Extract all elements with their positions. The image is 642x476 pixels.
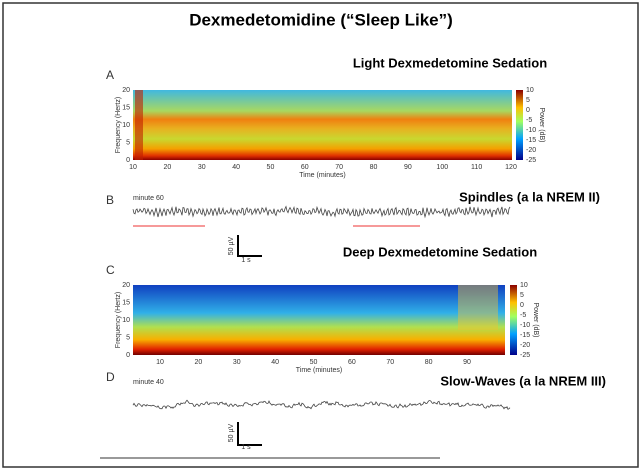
colorbar-tick: -15 (526, 137, 536, 144)
x-tick-label: 60 (348, 359, 356, 366)
colorbar-tick: 10 (520, 282, 528, 289)
x-tick-label: 20 (194, 359, 202, 366)
x-tick-label: 50 (310, 359, 318, 366)
spectrogram-c (133, 285, 505, 355)
colorbar-tick: 0 (520, 302, 524, 309)
x-axis-label: Time (minutes) (299, 172, 345, 179)
panel-heading: Slow-Waves (a la NREM III) (440, 373, 606, 388)
colorbar-tick: -15 (520, 332, 530, 339)
colorbar-label: Power (dB) (532, 302, 539, 337)
panel-label: A (106, 68, 114, 82)
trace-note: minute 40 (133, 379, 164, 386)
panel-heading: Light Dexmedetomine Sedation (353, 55, 547, 70)
panel-label: B (106, 193, 114, 207)
y-tick-label: 5 (126, 139, 130, 146)
scale-y-label: 50 µV (228, 423, 235, 442)
colorbar-a (516, 90, 523, 160)
colorbar-tick: 5 (526, 97, 530, 104)
panel-label: D (106, 370, 115, 384)
y-tick-label: 10 (122, 317, 130, 324)
x-tick-label: 10 (129, 164, 137, 171)
y-axis-label: Frequency (Hertz) (115, 292, 122, 348)
x-tick-label: 70 (335, 164, 343, 171)
scale-x-label: 1 s (241, 444, 251, 451)
panel-heading: Deep Dexmedetomine Sedation (343, 244, 537, 259)
scale-bar (237, 235, 262, 257)
x-tick-label: 40 (232, 164, 240, 171)
colorbar-tick: -20 (526, 147, 536, 154)
x-tick-label: 30 (198, 164, 206, 171)
y-tick-label: 20 (122, 87, 130, 94)
eeg-trace (132, 205, 511, 219)
x-tick-label: 90 (463, 359, 471, 366)
x-tick-label: 100 (436, 164, 448, 171)
x-tick-label: 10 (156, 359, 164, 366)
y-tick-label: 0 (126, 157, 130, 164)
x-tick-label: 80 (425, 359, 433, 366)
scale-bar (237, 422, 262, 446)
colorbar-tick: 5 (520, 292, 524, 299)
colorbar-tick: -5 (520, 312, 526, 319)
y-tick-label: 15 (122, 299, 130, 306)
colorbar-tick: -25 (526, 157, 536, 164)
x-tick-label: 80 (370, 164, 378, 171)
x-axis-label: Time (minutes) (296, 367, 342, 374)
panel-heading: Spindles (a la NREM II) (459, 189, 600, 204)
slide-title: Dexmedetomidine (“Sleep Like”) (189, 10, 453, 29)
y-tick-label: 10 (122, 122, 130, 129)
trace-note: minute 60 (133, 195, 164, 202)
colorbar-tick: 10 (526, 87, 534, 94)
spectrogram-a (133, 90, 512, 160)
colorbar-label: Power (dB) (538, 107, 545, 142)
scale-x-label: 1 s (241, 257, 251, 264)
x-tick-label: 50 (267, 164, 275, 171)
x-tick-label: 60 (301, 164, 309, 171)
eeg-trace (132, 399, 511, 410)
wake-region (458, 285, 498, 330)
colorbar-tick: -10 (526, 127, 536, 134)
x-tick-label: 110 (471, 164, 482, 171)
slide-border (2, 2, 639, 468)
colorbar-tick: -5 (526, 117, 532, 124)
x-tick-label: 20 (163, 164, 171, 171)
x-tick-label: 30 (233, 359, 241, 366)
y-tick-label: 20 (122, 282, 130, 289)
x-tick-label: 70 (386, 359, 394, 366)
y-tick-label: 0 (126, 352, 130, 359)
colorbar-c (510, 285, 517, 355)
scale-y-label: 50 µV (228, 236, 235, 255)
y-tick-label: 5 (126, 334, 130, 341)
artifact-stripe (135, 90, 143, 160)
y-tick-label: 15 (122, 104, 130, 111)
x-tick-label: 90 (404, 164, 412, 171)
colorbar-tick: -10 (520, 322, 530, 329)
x-tick-label: 120 (505, 164, 517, 171)
panel-label: C (106, 263, 115, 277)
x-tick-label: 40 (271, 359, 279, 366)
colorbar-tick: -25 (520, 352, 530, 359)
y-axis-label: Frequency (Hertz) (115, 97, 122, 153)
colorbar-tick: 0 (526, 107, 530, 114)
colorbar-tick: -20 (520, 342, 530, 349)
